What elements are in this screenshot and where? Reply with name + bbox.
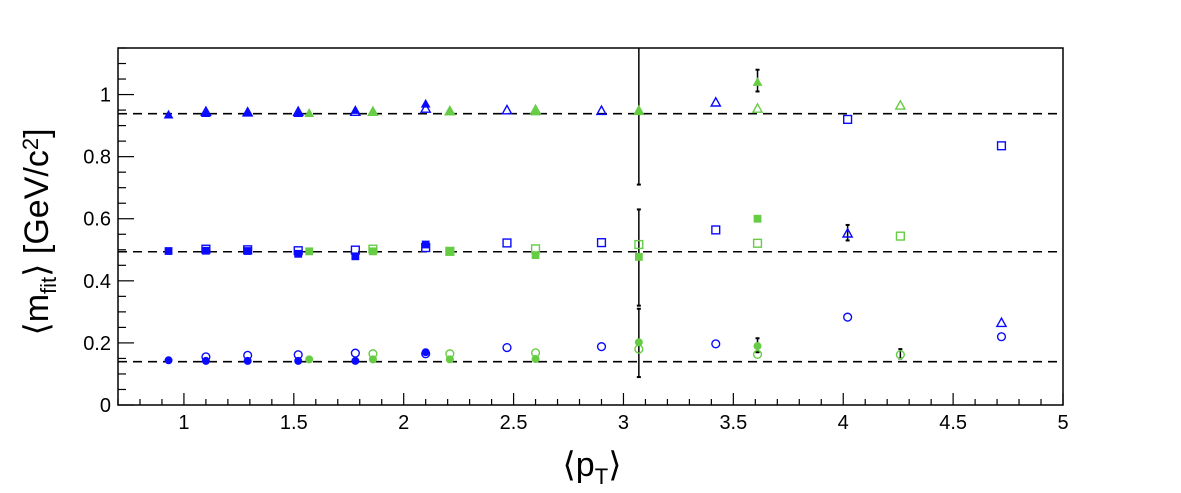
data-point-filled-circle-0-0 xyxy=(164,356,173,365)
data-point-open-triangle-9-1 xyxy=(241,106,254,117)
data-point-open-circle-1-7 xyxy=(711,339,721,349)
x-tick-label-1: 1.5 xyxy=(280,412,308,434)
data-point-open-circle-3-3 xyxy=(634,344,644,354)
data-point-filled-triangle-10-5 xyxy=(752,77,763,86)
data-point-open-square-7-1 xyxy=(445,246,455,256)
y-tick-label-2: 0.4 xyxy=(83,271,111,293)
y-tick-label-5: 1 xyxy=(100,85,111,107)
data-point-open-triangle-11-2 xyxy=(529,103,542,115)
data-point-filled-square-6-0 xyxy=(305,247,314,256)
data-point-open-triangle-11-0 xyxy=(367,105,379,117)
data-point-open-circle-1-8 xyxy=(843,312,853,322)
data-point-open-triangle-11-5 xyxy=(894,99,907,110)
data-point-open-triangle-11-4 xyxy=(751,102,764,113)
data-point-filled-triangle-8-0 xyxy=(163,109,174,119)
y-tick-label-3: 0.6 xyxy=(83,209,111,231)
data-point-open-circle-3-5 xyxy=(895,350,905,360)
data-point-open-square-5-2 xyxy=(293,246,303,256)
data-point-filled-triangle-10-0 xyxy=(304,108,315,117)
data-point-open-triangle-9-4 xyxy=(419,102,432,113)
x-tick-label-0: 1 xyxy=(178,412,189,434)
data-point-open-circle-1-2 xyxy=(293,350,303,360)
data-point-open-square-5-5 xyxy=(502,238,512,248)
data-point-open-circle-1-1 xyxy=(243,350,253,360)
data-point-open-circle-3-4 xyxy=(752,349,763,359)
data-point-open-circle-1-5 xyxy=(502,342,512,353)
y-tick-label-1: 0.2 xyxy=(83,333,111,355)
x-tick-label-8: 5 xyxy=(1057,412,1068,434)
data-point-filled-square-6-3 xyxy=(531,251,540,259)
data-point-open-square-5-1 xyxy=(243,245,253,255)
error-bars xyxy=(636,48,903,379)
x-tick-label-7: 4.5 xyxy=(939,412,967,434)
data-point-filled-square-4-0 xyxy=(164,247,173,255)
x-tick-label-6: 4 xyxy=(838,412,849,434)
axis-ticks xyxy=(117,47,1064,406)
data-point-open-circle-3-0 xyxy=(368,349,378,359)
data-markers xyxy=(163,77,1008,365)
data-point-open-square-5-0 xyxy=(201,244,211,254)
data-point-filled-square-4-4 xyxy=(351,252,360,261)
data-point-open-circle-1-9 xyxy=(996,332,1007,342)
data-point-open-square-5-3 xyxy=(350,245,360,255)
data-point-filled-square-6-5 xyxy=(753,214,762,223)
x-tick-label-2: 2 xyxy=(398,412,409,434)
data-point-open-square-7-2 xyxy=(530,244,541,254)
data-point-open-circle-3-1 xyxy=(445,349,455,359)
data-point-open-triangle-9-8 xyxy=(841,227,854,238)
data-point-filled-square-6-1 xyxy=(369,247,377,256)
data-point-open-square-5-7 xyxy=(711,225,721,235)
data-point-open-square-7-3 xyxy=(634,239,644,250)
x-tick-label-3: 2.5 xyxy=(500,412,528,434)
y-tick-label-0: 0 xyxy=(100,395,111,417)
x-tick-label-4: 3 xyxy=(618,412,629,434)
data-point-open-triangle-11-1 xyxy=(444,104,456,116)
data-point-filled-circle-0-4 xyxy=(351,356,360,365)
data-point-open-circle-1-0 xyxy=(201,352,211,362)
data-point-filled-circle-2-0 xyxy=(305,355,314,364)
data-point-open-triangle-9-9 xyxy=(995,316,1008,328)
y-tick-label-4: 0.8 xyxy=(83,147,111,169)
data-point-open-square-5-6 xyxy=(596,238,607,248)
data-point-open-square-5-9 xyxy=(996,141,1007,151)
y-axis-title: ⟨mfit⟩ [GeV/c2] xyxy=(18,128,61,335)
data-point-open-triangle-9-7 xyxy=(709,96,722,107)
data-point-open-square-7-4 xyxy=(752,238,763,248)
tick-labels: 1 1.5 2 2.5 3 3.5 4 4.5 5 0 0.2 0.4 0.6 0.8 1 xyxy=(83,85,1068,434)
x-tick-label-5: 3.5 xyxy=(719,412,747,434)
x-axis-title: ⟨pT⟩ xyxy=(563,446,622,489)
data-point-open-square-7-0 xyxy=(368,244,378,254)
data-point-open-circle-3-2 xyxy=(530,348,541,358)
data-point-filled-square-6-4 xyxy=(634,253,643,261)
plot-frame xyxy=(117,47,1064,406)
data-point-open-triangle-9-5 xyxy=(501,104,513,115)
data-point-open-triangle-9-0 xyxy=(200,105,212,117)
data-point-filled-circle-2-3 xyxy=(531,355,540,364)
data-point-filled-circle-0-3 xyxy=(294,356,303,365)
data-point-open-circle-1-6 xyxy=(596,342,607,352)
data-point-filled-square-4-3 xyxy=(294,249,303,258)
data-point-open-square-7-5 xyxy=(895,231,905,241)
data-point-open-triangle-9-6 xyxy=(595,104,608,116)
plot-area-border xyxy=(117,47,1064,406)
data-point-filled-square-6-2 xyxy=(445,247,454,256)
data-point-open-circle-1-4 xyxy=(421,349,431,359)
data-point-open-circle-1-3 xyxy=(350,348,360,358)
data-point-open-square-5-8 xyxy=(843,114,853,125)
data-point-filled-circle-2-5 xyxy=(753,342,762,351)
data-point-open-triangle-11-3 xyxy=(633,104,645,116)
data-point-filled-square-4-5 xyxy=(421,240,430,249)
data-point-open-triangle-9-2 xyxy=(292,105,304,117)
reference-lines xyxy=(118,112,1063,363)
data-point-open-triangle-9-3 xyxy=(349,105,362,117)
data-point-open-square-5-4 xyxy=(421,243,431,253)
